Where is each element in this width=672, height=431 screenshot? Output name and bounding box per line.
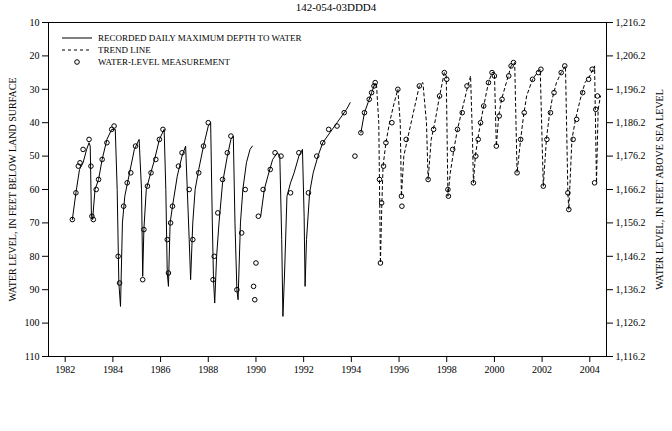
svg-text:20: 20 — [30, 50, 40, 61]
svg-text:1984: 1984 — [103, 364, 123, 375]
svg-text:80: 80 — [30, 251, 40, 262]
svg-text:2000: 2000 — [484, 364, 504, 375]
html-text:RECORDED DAILY MAXIMUM DEPTH T: RECORDED DAILY MAXIMUM DEPTH TO WATER — [98, 33, 302, 43]
svg-text:1986: 1986 — [151, 364, 171, 375]
html-text:142-054-03DDD4: 142-054-03DDD4 — [295, 1, 377, 13]
svg-text:100: 100 — [25, 317, 40, 328]
svg-text:2004: 2004 — [580, 364, 600, 375]
svg-text:50: 50 — [30, 150, 40, 161]
svg-text:1996: 1996 — [389, 364, 409, 375]
svg-text:1,186.2: 1,186.2 — [616, 117, 646, 128]
svg-text:110: 110 — [25, 351, 40, 362]
svg-text:2002: 2002 — [532, 364, 552, 375]
svg-text:1,196.2: 1,196.2 — [616, 84, 646, 95]
svg-text:30: 30 — [30, 84, 40, 95]
svg-text:1,136.2: 1,136.2 — [616, 284, 646, 295]
svg-text:1,166.2: 1,166.2 — [616, 184, 646, 195]
svg-text:1,206.2: 1,206.2 — [616, 50, 646, 61]
svg-text:70: 70 — [30, 217, 40, 228]
svg-text:WATER LEVEL, IN FEET ABOVE SEA: WATER LEVEL, IN FEET ABOVE SEA LEVEL — [654, 89, 665, 290]
svg-text:1,116.2: 1,116.2 — [616, 351, 646, 362]
svg-text:90: 90 — [30, 284, 40, 295]
html-text:TREND LINE: TREND LINE — [98, 45, 151, 55]
svg-text:1992: 1992 — [294, 364, 314, 375]
svg-text:60: 60 — [30, 184, 40, 195]
svg-text:1990: 1990 — [246, 364, 266, 375]
svg-text:1,216.2: 1,216.2 — [616, 17, 646, 28]
svg-text:40: 40 — [30, 117, 40, 128]
svg-text:1,176.2: 1,176.2 — [616, 150, 646, 161]
svg-text:1988: 1988 — [198, 364, 218, 375]
svg-text:10: 10 — [30, 17, 40, 28]
svg-text:1998: 1998 — [437, 364, 457, 375]
svg-text:1,126.2: 1,126.2 — [616, 317, 646, 328]
svg-text:1982: 1982 — [55, 364, 75, 375]
svg-text:1,146.2: 1,146.2 — [616, 251, 646, 262]
svg-text:WATER LEVEL, IN FEET BELOW LAN: WATER LEVEL, IN FEET BELOW LAND SURFACE — [7, 77, 18, 301]
svg-text:1,156.2: 1,156.2 — [616, 217, 646, 228]
html-text:WATER-LEVEL MEASUREMENT: WATER-LEVEL MEASUREMENT — [98, 57, 230, 67]
svg-text:1994: 1994 — [341, 364, 361, 375]
